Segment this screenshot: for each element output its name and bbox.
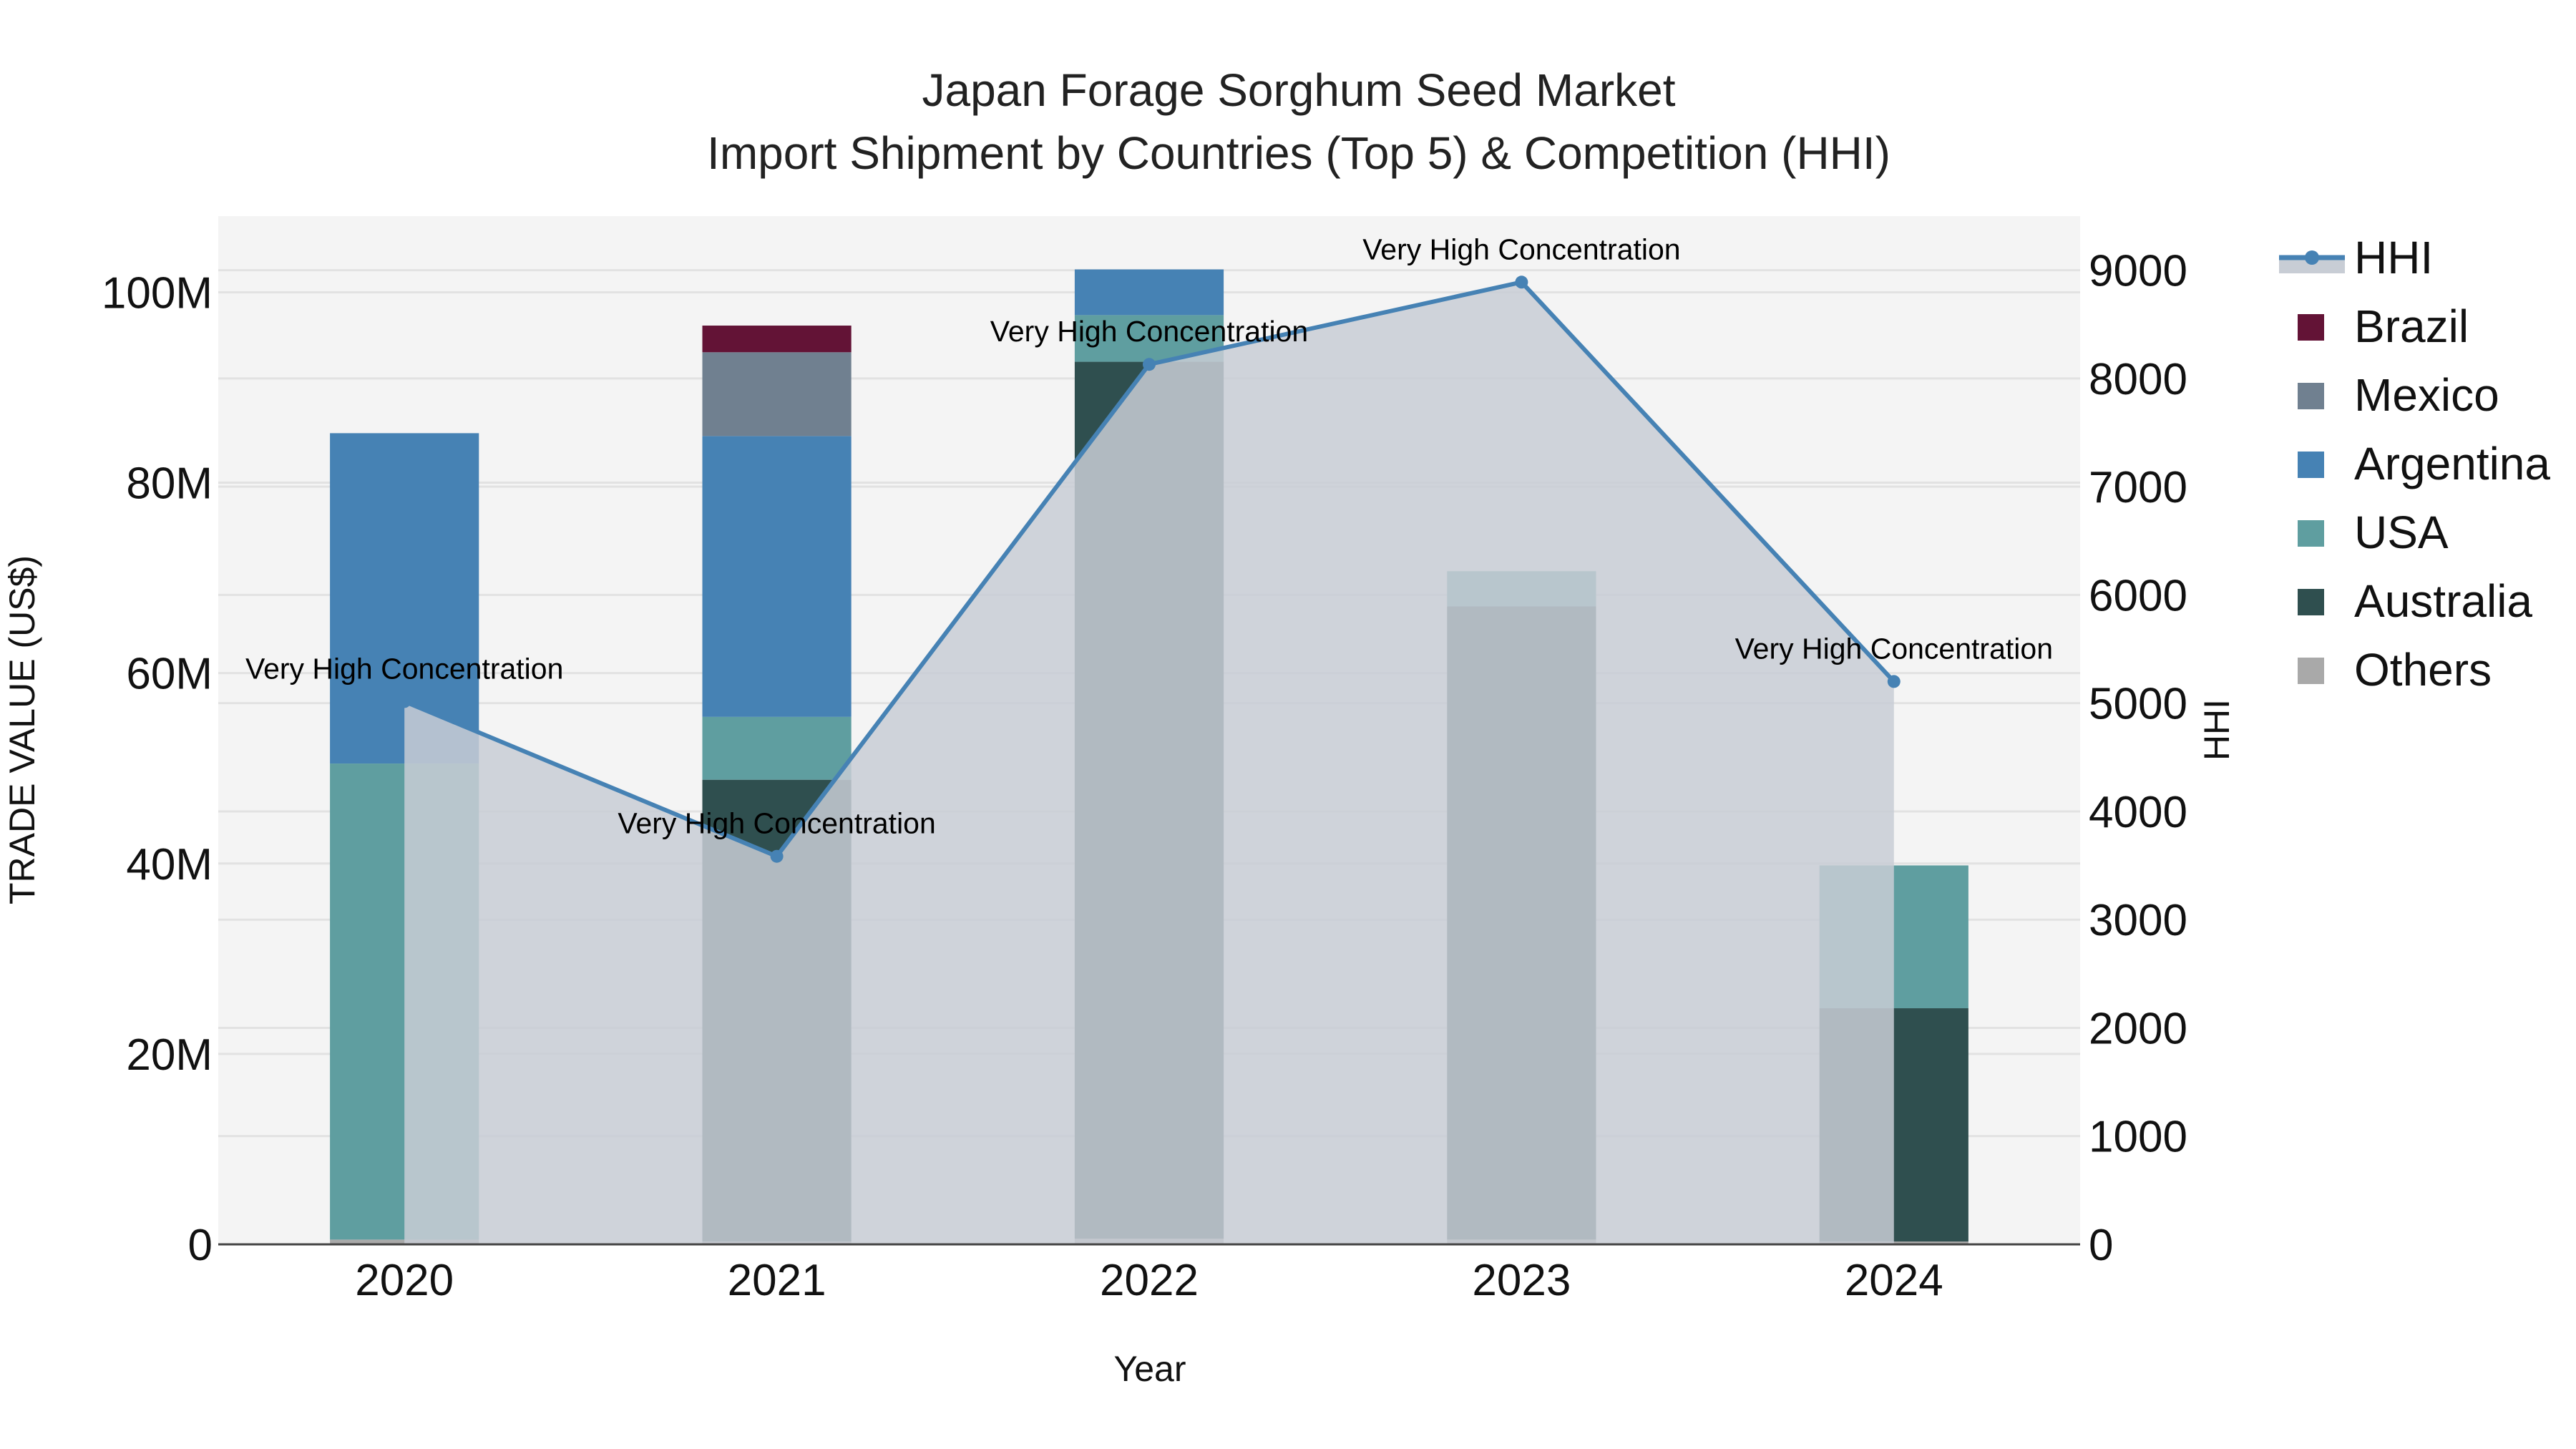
bar-segment-brazil[interactable] [702, 326, 852, 353]
y2-tick-label: 0 [2089, 1221, 2113, 1270]
x-tick-label: 2020 [355, 1256, 454, 1305]
y-tick-label: 80M [126, 459, 213, 509]
legend-label: Others [2354, 644, 2492, 696]
y-tick-label: 60M [126, 650, 213, 699]
x-tick-label: 2024 [1845, 1256, 1943, 1305]
legend-item-brazil[interactable]: Brazil [2298, 301, 2469, 352]
bar-segment-argentina[interactable] [1074, 269, 1224, 316]
annotations: Very High Concentration Very High Concent… [245, 233, 2053, 839]
legend-swatch-icon [2298, 314, 2324, 341]
x-axis-title: Year [1113, 1349, 1186, 1389]
y2-tick-label: 7000 [2089, 463, 2187, 512]
chart-title: Japan Forage Sorghum Seed Market [922, 64, 1675, 116]
legend-swatch-icon [2298, 383, 2324, 409]
y2-axis-ticks: 0 1000 2000 3000 4000 5000 6000 7000 8000 9000 [2089, 247, 2187, 1270]
legend-item-australia[interactable]: Australia [2298, 575, 2532, 627]
x-tick-label: 2023 [1472, 1256, 1571, 1305]
legend-item-argentina[interactable]: Argentina [2298, 438, 2550, 489]
hhi-line [398, 275, 1901, 1245]
legend-item-hhi[interactable]: HHI [2279, 232, 2433, 283]
legend-hhi-area-icon [2279, 258, 2345, 273]
y2-tick-label: 8000 [2089, 355, 2187, 404]
y-tick-label: 100M [102, 268, 213, 318]
hhi-annotation: Very High Concentration [245, 652, 563, 685]
legend-swatch-icon [2298, 452, 2324, 478]
y-tick-label: 0 [188, 1221, 213, 1270]
y2-tick-label: 5000 [2089, 680, 2187, 729]
legend-hhi-marker-icon [2305, 250, 2319, 265]
y2-tick-label: 1000 [2089, 1113, 2187, 1162]
hhi-point[interactable] [770, 849, 784, 863]
legend: HHI Brazil Mexico Argentina USA Australia Othe… [2279, 232, 2550, 696]
y-axis-ticks: 0 20M 40M 60M 80M 100M [102, 268, 213, 1270]
hhi-point[interactable] [1143, 358, 1156, 371]
legend-item-mexico[interactable]: Mexico [2298, 369, 2499, 421]
y2-axis-title: HHI [2197, 699, 2237, 761]
legend-item-others[interactable]: Others [2298, 644, 2492, 696]
hhi-area [404, 282, 1894, 1245]
y2-tick-label: 9000 [2089, 247, 2187, 296]
legend-label: USA [2354, 507, 2449, 558]
x-tick-label: 2021 [728, 1256, 826, 1305]
y2-tick-label: 3000 [2089, 896, 2187, 945]
y-tick-label: 20M [126, 1030, 213, 1080]
hhi-annotation: Very High Concentration [1735, 632, 2053, 665]
legend-label: Brazil [2354, 301, 2469, 352]
legend-swatch-icon [2298, 658, 2324, 684]
y-tick-label: 40M [126, 840, 213, 889]
bar-segment-mexico[interactable] [702, 352, 852, 436]
hhi-point[interactable] [1887, 675, 1901, 688]
legend-swatch-icon [2298, 589, 2324, 615]
y2-tick-label: 6000 [2089, 571, 2187, 620]
bar-segment-argentina[interactable] [702, 436, 852, 717]
hhi-annotation: Very High Concentration [1362, 233, 1680, 265]
hhi-annotation: Very High Concentration [990, 315, 1308, 348]
legend-label: Argentina [2354, 438, 2550, 489]
legend-label: Mexico [2354, 369, 2499, 421]
legend-swatch-icon [2298, 520, 2324, 547]
hhi-point[interactable] [1515, 275, 1528, 289]
y-axis-title: TRADE VALUE (US$) [2, 555, 42, 904]
chart-subtitle: Import Shipment by Countries (Top 5) & C… [707, 127, 1890, 179]
legend-item-usa[interactable]: USA [2298, 507, 2449, 558]
bar-segment-usa[interactable] [702, 716, 852, 780]
x-axis-ticks: 2020 2021 2022 2023 2024 [355, 1256, 1943, 1305]
hhi-point[interactable] [398, 695, 411, 708]
y2-tick-label: 2000 [2089, 1004, 2187, 1053]
y2-tick-label: 4000 [2089, 788, 2187, 837]
legend-label: HHI [2354, 232, 2433, 283]
hhi-annotation: Very High Concentration [618, 807, 935, 840]
x-tick-label: 2022 [1100, 1256, 1199, 1305]
legend-label: Australia [2354, 575, 2532, 627]
